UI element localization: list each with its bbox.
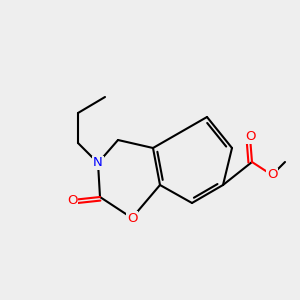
Text: O: O <box>127 212 137 224</box>
Text: O: O <box>267 169 277 182</box>
Text: O: O <box>245 130 255 143</box>
Text: O: O <box>67 194 77 206</box>
Text: N: N <box>93 157 103 169</box>
